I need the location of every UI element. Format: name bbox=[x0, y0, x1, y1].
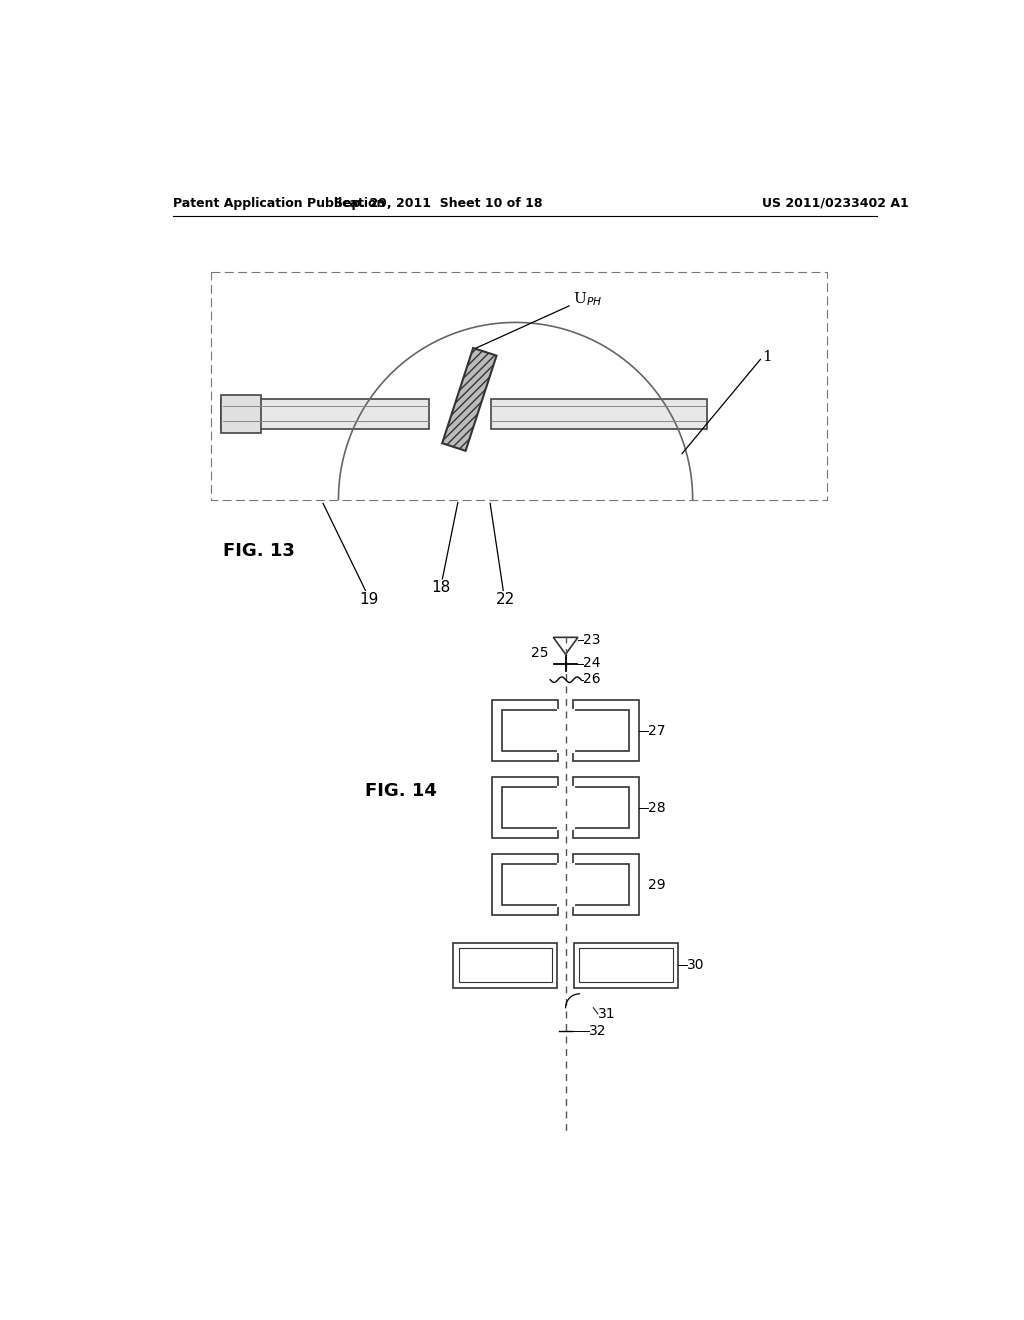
Bar bbox=[211, 272, 827, 499]
Bar bbox=[503, 865, 559, 904]
Bar bbox=[580, 948, 673, 982]
Text: U$_{PH}$: U$_{PH}$ bbox=[573, 290, 602, 308]
Text: 23: 23 bbox=[583, 634, 600, 647]
Text: 18: 18 bbox=[431, 581, 451, 595]
Text: 30: 30 bbox=[687, 958, 705, 973]
Polygon shape bbox=[553, 638, 578, 655]
Text: Sep. 29, 2011  Sheet 10 of 18: Sep. 29, 2011 Sheet 10 of 18 bbox=[334, 197, 543, 210]
Text: FIG. 13: FIG. 13 bbox=[223, 543, 295, 560]
Bar bbox=[572, 788, 629, 828]
Text: 19: 19 bbox=[359, 591, 379, 607]
Text: 29: 29 bbox=[648, 878, 666, 891]
Text: 31: 31 bbox=[598, 1007, 615, 1020]
Text: 24: 24 bbox=[583, 656, 600, 669]
Text: 1: 1 bbox=[762, 350, 772, 364]
Bar bbox=[573, 777, 639, 838]
Bar bbox=[493, 854, 558, 915]
Text: 28: 28 bbox=[648, 800, 666, 814]
Text: 32: 32 bbox=[589, 1024, 606, 1038]
Bar bbox=[221, 400, 429, 429]
Text: 25: 25 bbox=[531, 645, 549, 660]
Text: FIG. 14: FIG. 14 bbox=[366, 781, 437, 800]
Bar bbox=[493, 701, 558, 760]
Text: US 2011/0233402 A1: US 2011/0233402 A1 bbox=[762, 197, 908, 210]
Bar bbox=[503, 710, 559, 751]
Polygon shape bbox=[442, 348, 497, 451]
Bar bbox=[459, 948, 552, 982]
Text: 26: 26 bbox=[583, 672, 600, 686]
Bar bbox=[490, 400, 707, 429]
Bar bbox=[493, 777, 558, 838]
Text: 22: 22 bbox=[496, 591, 515, 607]
Bar bbox=[221, 395, 261, 433]
Bar bbox=[503, 788, 559, 828]
Text: Patent Application Publication: Patent Application Publication bbox=[173, 197, 385, 210]
Bar bbox=[572, 865, 629, 904]
Bar bbox=[573, 701, 639, 760]
Bar bbox=[454, 942, 557, 987]
Bar bbox=[574, 942, 678, 987]
Bar bbox=[573, 854, 639, 915]
Text: 27: 27 bbox=[648, 723, 666, 738]
Bar bbox=[572, 710, 629, 751]
